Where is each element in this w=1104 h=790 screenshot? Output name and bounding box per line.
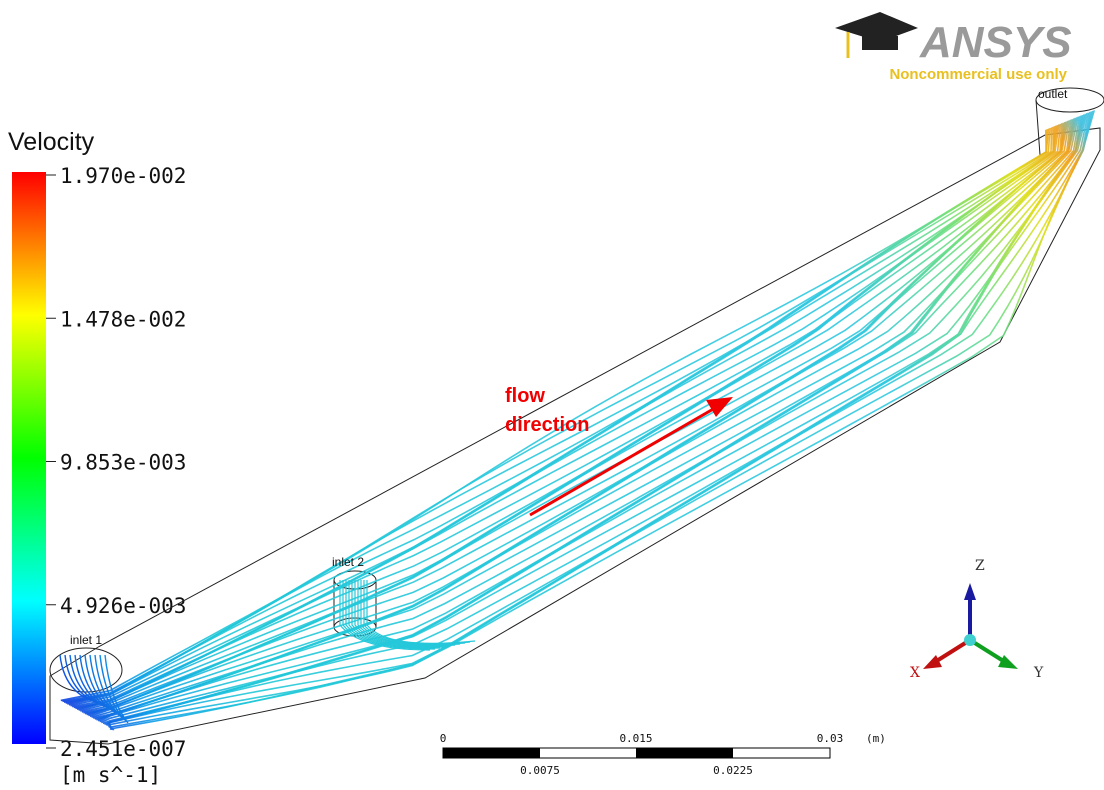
scale-segment [636, 748, 733, 758]
origin [964, 634, 976, 646]
annotation-line2: direction [505, 414, 589, 436]
y-label: Y [1033, 665, 1044, 681]
streamline [109, 112, 1090, 727]
logo-notice: Noncommercial use only [889, 66, 1067, 83]
scale-bar: 0 0.015 0.03 0.0075 0.0225 (m) [440, 732, 886, 777]
legend-title: Velocity [8, 128, 95, 156]
legend-label: 1.970e-002 [60, 164, 186, 188]
scale-label: 0.015 [619, 732, 652, 745]
axis-triad: Z X Y [910, 558, 1044, 681]
y-head [998, 655, 1018, 669]
z-head [964, 583, 976, 600]
inlet-2-label: inlet 2 [332, 555, 364, 569]
legend-label: 1.478e-002 [60, 307, 186, 331]
scale-segment [443, 748, 540, 758]
streamline [110, 111, 1093, 729]
outlet-label: outlet [1038, 87, 1068, 101]
streamline [110, 111, 1091, 727]
legend-label: 9.853e-003 [60, 451, 186, 475]
domain-outline [50, 128, 1100, 744]
scale-label: 0.0075 [520, 764, 560, 777]
scale-unit: (m) [866, 732, 886, 745]
streamline [108, 113, 1089, 726]
inlet-1-label: inlet 1 [70, 633, 102, 647]
x-axis [935, 640, 970, 662]
annotation-line1: flow [505, 385, 545, 407]
scale-label: 0.03 [817, 732, 844, 745]
z-label: Z [975, 558, 985, 574]
edge [1036, 100, 1040, 155]
legend-label: 4.926e-003 [60, 594, 186, 618]
y-axis [970, 640, 1005, 662]
logo-brand: ANSYS [919, 18, 1072, 67]
color-bar [12, 172, 46, 744]
scale-label: 0.0225 [713, 764, 753, 777]
legend-unit: [m s^-1] [60, 763, 161, 787]
logo: ANSYS Noncommercial use only [835, 12, 1072, 83]
legend-labels: 1.970e-002 1.478e-002 9.853e-003 4.926e-003… [46, 164, 186, 761]
scene: ANSYS Noncommercial use only Velocity 1.… [0, 0, 1104, 790]
streamline [100, 116, 1081, 722]
x-label: X [910, 665, 920, 681]
scale-label: 0 [440, 732, 447, 745]
logo-cap-base [862, 36, 898, 50]
